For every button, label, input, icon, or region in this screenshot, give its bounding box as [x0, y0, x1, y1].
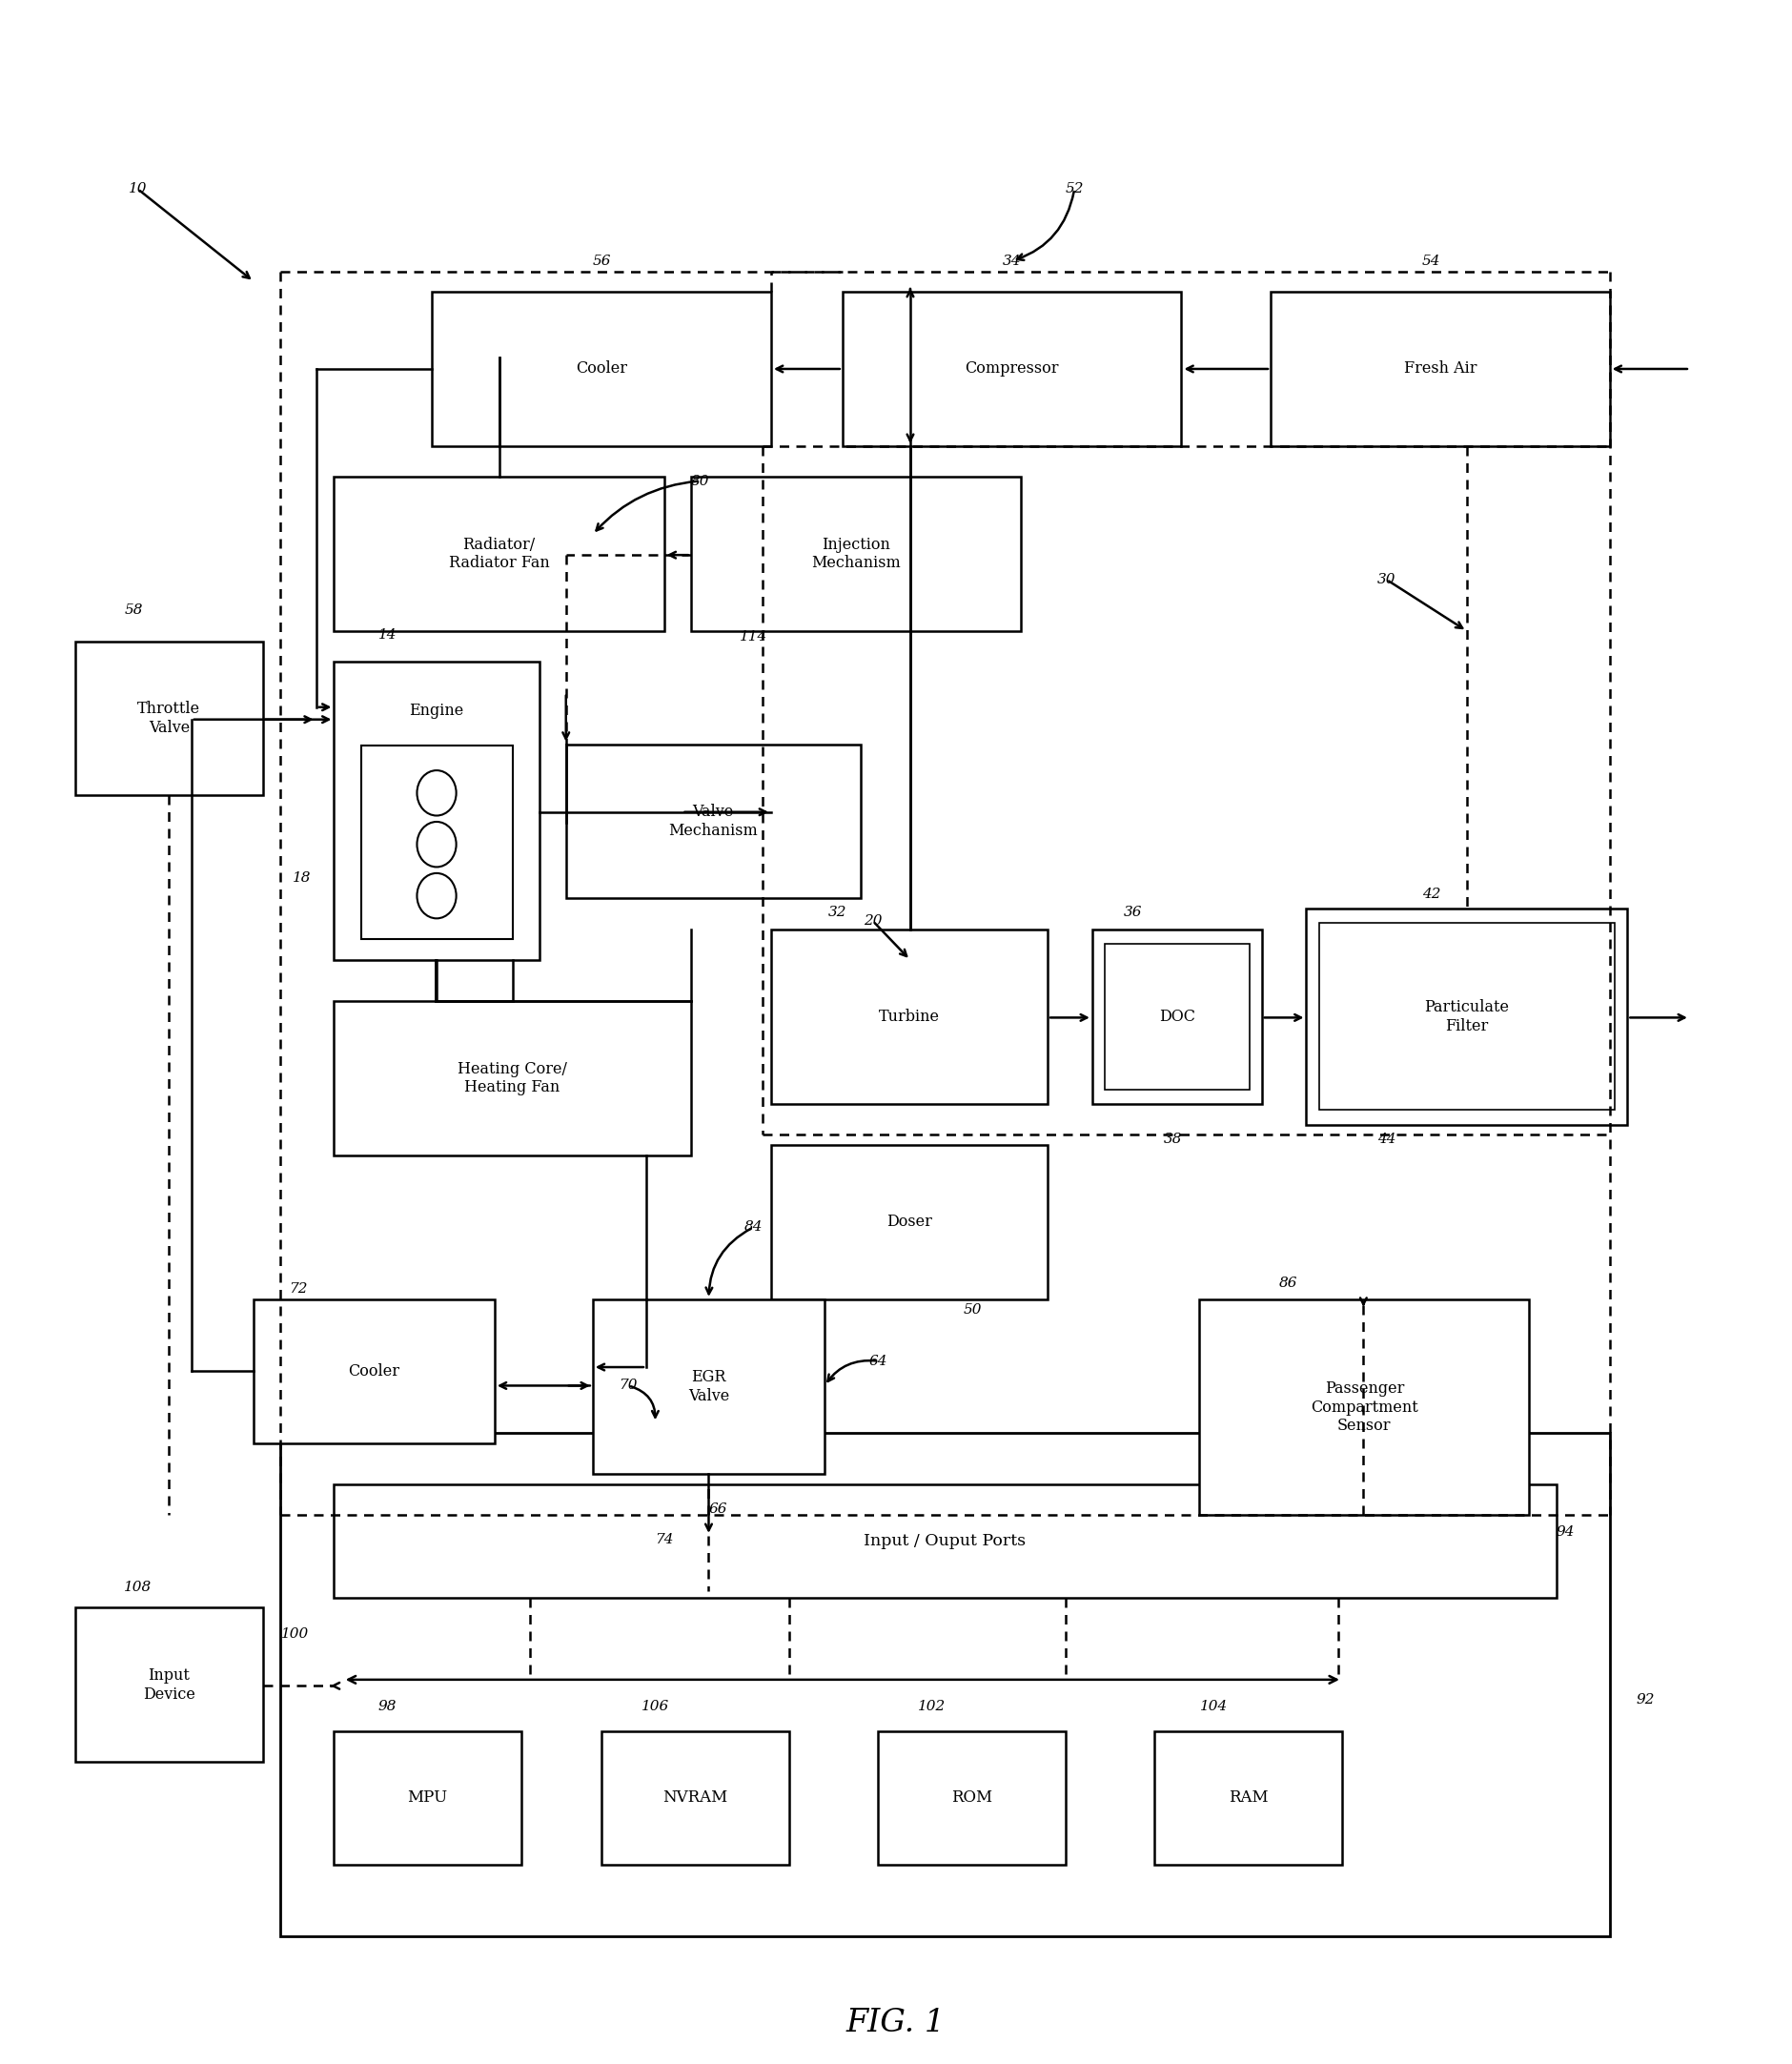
- Bar: [593, 1298, 824, 1474]
- Bar: [771, 1146, 1048, 1298]
- Text: 38: 38: [1163, 1133, 1181, 1146]
- Bar: [432, 291, 771, 446]
- Text: Engine: Engine: [409, 704, 464, 718]
- Text: 100: 100: [281, 1628, 308, 1641]
- Text: 70: 70: [618, 1379, 638, 1393]
- Text: Valve
Mechanism: Valve Mechanism: [668, 803, 758, 838]
- Bar: [566, 745, 860, 898]
- Text: 18: 18: [292, 871, 312, 885]
- Bar: [1319, 923, 1615, 1110]
- Text: DOC: DOC: [1159, 1009, 1195, 1024]
- Text: Cooler: Cooler: [575, 361, 627, 378]
- Text: 36: 36: [1124, 906, 1143, 918]
- Bar: [878, 1732, 1066, 1864]
- Text: Input / Ouput Ports: Input / Ouput Ports: [864, 1534, 1027, 1548]
- Text: Cooler: Cooler: [348, 1362, 400, 1379]
- Text: 42: 42: [1421, 888, 1441, 900]
- Text: MPU: MPU: [407, 1789, 448, 1806]
- Bar: [281, 1432, 1609, 1936]
- Bar: [1306, 908, 1627, 1125]
- Text: Input
Device: Input Device: [143, 1668, 195, 1703]
- Text: Injection
Mechanism: Injection Mechanism: [812, 537, 901, 572]
- Text: 20: 20: [864, 914, 882, 927]
- Bar: [602, 1732, 788, 1864]
- Text: 64: 64: [869, 1354, 887, 1368]
- Text: 104: 104: [1199, 1701, 1228, 1713]
- Text: RAM: RAM: [1229, 1789, 1269, 1806]
- Text: Passenger
Compartment
Sensor: Passenger Compartment Sensor: [1310, 1381, 1417, 1434]
- Text: 32: 32: [828, 906, 846, 918]
- Bar: [771, 929, 1048, 1104]
- Text: 86: 86: [1279, 1276, 1297, 1290]
- Text: 98: 98: [378, 1701, 396, 1713]
- Bar: [1199, 1298, 1529, 1515]
- Text: 14: 14: [378, 630, 396, 642]
- Bar: [842, 291, 1181, 446]
- Text: 50: 50: [964, 1302, 982, 1317]
- Bar: [1093, 929, 1262, 1104]
- Text: 44: 44: [1378, 1133, 1396, 1146]
- Text: 66: 66: [708, 1503, 728, 1515]
- Text: 56: 56: [593, 254, 611, 268]
- Text: 106: 106: [642, 1701, 668, 1713]
- Text: 54: 54: [1421, 254, 1441, 268]
- Bar: [333, 1484, 1555, 1598]
- Text: 72: 72: [289, 1282, 308, 1296]
- Bar: [1104, 943, 1249, 1090]
- Text: 84: 84: [744, 1220, 763, 1234]
- Text: Fresh Air: Fresh Air: [1403, 361, 1477, 378]
- Text: 108: 108: [124, 1581, 152, 1593]
- Bar: [1154, 1732, 1342, 1864]
- Text: NVRAM: NVRAM: [663, 1789, 728, 1806]
- Bar: [333, 1001, 692, 1156]
- Text: 58: 58: [125, 605, 143, 617]
- Text: Radiator/
Radiator Fan: Radiator/ Radiator Fan: [448, 537, 550, 572]
- Bar: [254, 1298, 495, 1443]
- Bar: [692, 477, 1021, 632]
- Text: FIG. 1: FIG. 1: [846, 2008, 946, 2039]
- Text: Throttle
Valve: Throttle Valve: [138, 702, 201, 737]
- Text: Compressor: Compressor: [966, 361, 1059, 378]
- Text: 52: 52: [1064, 182, 1084, 196]
- Text: 74: 74: [654, 1534, 674, 1546]
- Bar: [333, 663, 539, 960]
- Bar: [1271, 291, 1609, 446]
- Text: EGR
Valve: EGR Valve: [688, 1368, 729, 1404]
- Text: 94: 94: [1555, 1525, 1575, 1538]
- Text: 10: 10: [129, 182, 147, 196]
- Text: Doser: Doser: [887, 1214, 932, 1230]
- Text: ROM: ROM: [952, 1789, 993, 1806]
- Bar: [333, 477, 665, 632]
- Bar: [333, 1732, 521, 1864]
- Bar: [360, 745, 513, 939]
- Bar: [75, 642, 263, 795]
- Text: Particulate
Filter: Particulate Filter: [1425, 999, 1509, 1034]
- Text: 114: 114: [740, 632, 767, 644]
- Text: 34: 34: [1004, 254, 1021, 268]
- Text: 92: 92: [1636, 1695, 1654, 1707]
- Text: Turbine: Turbine: [878, 1009, 939, 1024]
- Text: Heating Core/
Heating Fan: Heating Core/ Heating Fan: [457, 1061, 568, 1096]
- Text: 80: 80: [690, 475, 710, 487]
- Text: 30: 30: [1378, 574, 1396, 586]
- Bar: [75, 1608, 263, 1763]
- Text: 102: 102: [918, 1701, 946, 1713]
